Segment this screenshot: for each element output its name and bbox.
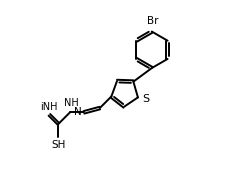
Text: N: N [74, 107, 82, 117]
Text: iNH: iNH [40, 102, 57, 112]
Text: SH: SH [51, 140, 66, 150]
Text: S: S [142, 94, 149, 104]
Text: NH: NH [64, 98, 79, 108]
Text: Br: Br [147, 16, 158, 26]
